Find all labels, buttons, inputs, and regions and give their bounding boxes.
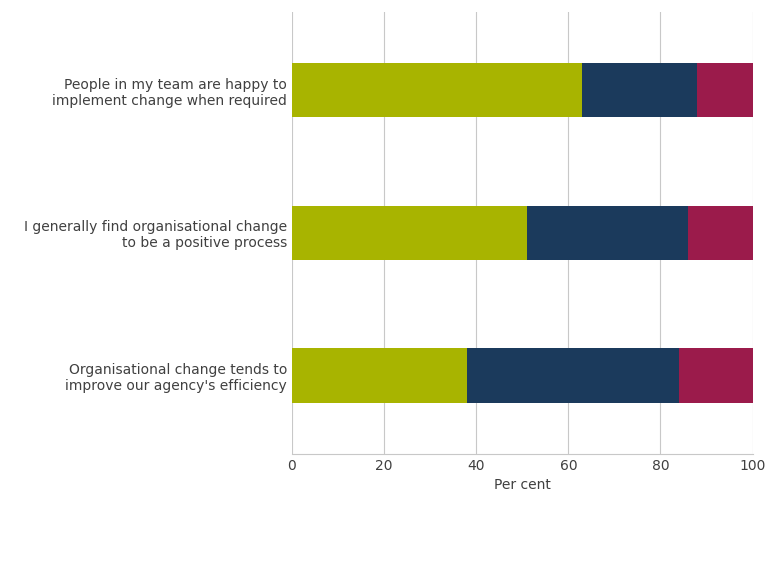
- Bar: [527, 205, 688, 260]
- Bar: [688, 205, 753, 260]
- Bar: [467, 349, 679, 403]
- Bar: [292, 349, 467, 403]
- X-axis label: Per cent: Per cent: [494, 478, 551, 492]
- Bar: [292, 205, 527, 260]
- Bar: [697, 63, 753, 117]
- Bar: [292, 63, 582, 117]
- Bar: [582, 63, 697, 117]
- Bar: [679, 349, 753, 403]
